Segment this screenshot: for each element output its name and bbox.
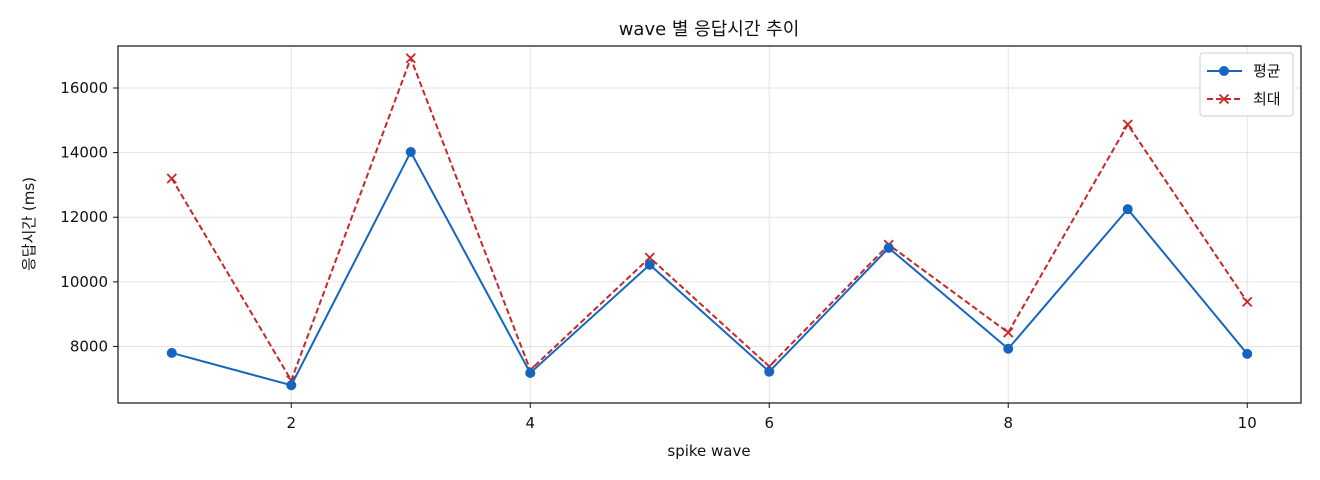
legend-entry: 평균 — [1207, 62, 1281, 80]
y-tick-label: 12000 — [60, 208, 108, 226]
y-tick-label: 10000 — [60, 273, 108, 291]
data-point — [166, 173, 177, 184]
data-point — [1242, 296, 1253, 308]
legend-label: 최대 — [1253, 90, 1281, 108]
data-point — [764, 366, 775, 377]
data-point — [1242, 348, 1253, 359]
data-point — [1122, 119, 1133, 130]
marker-stroke — [405, 53, 416, 64]
x-tick-label: 6 — [764, 414, 774, 432]
series-line — [171, 149, 1248, 387]
legend-entry: 최대 — [1207, 90, 1281, 108]
data-point — [405, 53, 416, 64]
y-tick-label: 14000 — [60, 144, 108, 162]
data-point — [644, 259, 655, 270]
marker-stroke — [1218, 93, 1230, 105]
plot-frame — [117, 45, 1302, 404]
marker-stroke — [1242, 296, 1253, 308]
x-tick-label: 2 — [286, 414, 296, 432]
series-max — [166, 53, 1253, 386]
x-axis-label: spike wave — [667, 442, 750, 460]
marker-stroke — [1122, 119, 1133, 130]
marker-stroke — [644, 252, 655, 263]
legend-marker — [1219, 66, 1229, 76]
x-tick-label: 8 — [1003, 414, 1013, 432]
y-tick-label: 16000 — [60, 79, 108, 97]
series-layer — [166, 53, 1253, 391]
x-tick-label: 4 — [525, 414, 535, 432]
x-tick-label: 10 — [1238, 414, 1257, 432]
chart-title: wave 별 응답시간 추이 — [619, 19, 800, 40]
data-point — [1003, 327, 1014, 338]
grid-lines — [118, 46, 1301, 403]
y-axis-label: 응답시간 (ms) — [20, 177, 38, 271]
data-point — [883, 242, 894, 253]
data-point — [166, 347, 177, 358]
axis-ticks: 2 4 6 8 10 8000 10000 12000 14000 16000 — [60, 79, 1256, 432]
series-line — [170, 55, 1249, 383]
data-point — [525, 367, 536, 378]
series-mean — [166, 146, 1253, 391]
legend-label: 평균 — [1253, 62, 1281, 80]
data-point — [644, 252, 655, 263]
legend-marker — [1218, 93, 1230, 105]
data-point — [1003, 343, 1014, 354]
marker-stroke — [166, 173, 177, 184]
data-point — [405, 146, 416, 157]
data-point — [286, 380, 297, 391]
marker-stroke — [1003, 327, 1014, 338]
y-tick-label: 8000 — [70, 337, 108, 355]
data-point — [1122, 204, 1133, 215]
